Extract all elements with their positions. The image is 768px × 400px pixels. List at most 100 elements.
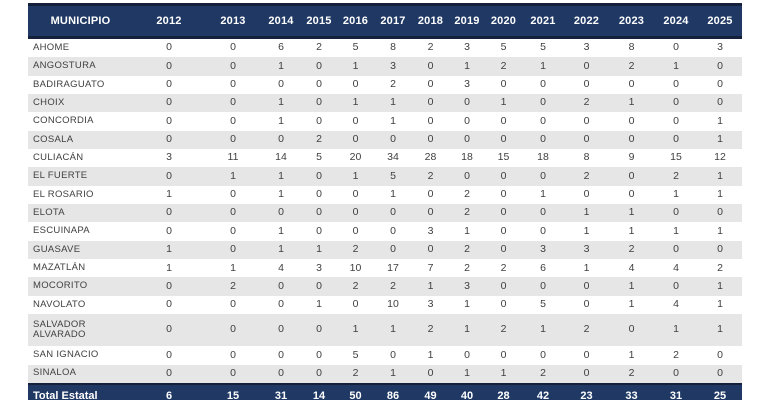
value-cell: 0: [628, 323, 635, 336]
value-cell: 3: [427, 298, 434, 311]
table-row: EL ROSARIO 1 0 1 0 0 1 0 2 0 1 0 0 1 1: [28, 186, 742, 204]
value-cell: 0: [316, 78, 322, 91]
value-cell: 0: [673, 41, 679, 54]
value-cell: 0: [230, 298, 236, 311]
total-value-cell: 33: [609, 382, 654, 400]
year-column-header: 2016: [337, 3, 374, 39]
value-cell: 0: [316, 59, 322, 72]
value-cell: 5: [540, 41, 546, 54]
value-cell: 3: [464, 41, 470, 54]
value-cell: 0: [230, 41, 236, 54]
value-cell: 0: [673, 366, 679, 379]
total-value-cell: 23: [564, 382, 609, 400]
value-cell: 8: [390, 41, 396, 54]
value-cell: 1: [464, 59, 470, 72]
municipality-name: SAN IGNACIO: [33, 349, 99, 361]
value-cell: 1: [352, 59, 359, 72]
value-cell: 0: [540, 279, 546, 292]
value-cell: 0: [166, 206, 172, 219]
value-cell: 1: [673, 224, 679, 237]
value-cell: 1: [628, 348, 635, 361]
value-cell: 0: [352, 133, 359, 146]
value-cell: 2: [540, 366, 546, 379]
value-cell: 0: [717, 96, 723, 109]
value-cell: 5: [316, 151, 322, 164]
value-cell: 0: [230, 78, 236, 91]
table-row: SALVADOR ALVARADO 0 0 0 0 1 1 2 1 2 1 2 0 1 1: [28, 314, 742, 347]
value-cell: 1: [583, 224, 590, 237]
value-cell: 3: [464, 78, 470, 91]
value-cell: 14: [275, 151, 287, 164]
value-cell: 0: [390, 243, 396, 256]
value-cell: 0: [316, 114, 322, 127]
value-cell: 2: [464, 188, 470, 201]
total-value-cell: 86: [374, 382, 412, 400]
table-row: CHOIX 0 0 1 0 1 1 0 0 1 0 2 1 0 0: [28, 94, 742, 113]
value-cell: 2: [583, 96, 590, 109]
municipality-name: CULIACÁN: [33, 152, 84, 164]
table-row: SINALOA 0 0 0 0 2 1 0 1 1 2 0 2 0 0: [28, 364, 742, 384]
value-cell: 0: [166, 41, 172, 54]
municipality-name: GUASAVE: [33, 243, 81, 255]
value-cell: 4: [673, 261, 679, 274]
value-cell: 0: [427, 366, 434, 379]
value-cell: 1: [166, 188, 172, 201]
total-value-cell: 31: [261, 382, 301, 400]
value-cell: 1: [717, 133, 723, 146]
value-cell: 0: [427, 188, 434, 201]
value-cell: 1: [673, 59, 679, 72]
total-value-cell: 15: [205, 382, 261, 400]
value-cell: 0: [540, 206, 546, 219]
value-cell: 0: [230, 366, 236, 379]
value-cell: 0: [464, 114, 470, 127]
value-cell: 0: [278, 323, 284, 336]
municipality-name: SALVADOR ALVARADO: [33, 318, 86, 341]
value-cell: 0: [583, 366, 590, 379]
value-cell: 2: [500, 323, 507, 336]
year-column-header: 2013: [205, 3, 261, 39]
value-cell: 0: [717, 348, 723, 361]
value-cell: 0: [166, 323, 172, 336]
value-cell: 3: [316, 261, 322, 274]
value-cell: 0: [427, 133, 434, 146]
value-cell: 2: [673, 348, 679, 361]
value-cell: 0: [540, 348, 546, 361]
value-cell: 1: [278, 224, 284, 237]
total-value-cell: 42: [522, 382, 564, 400]
value-cell: 3: [166, 151, 172, 164]
table-row: SAN IGNACIO 0 0 0 0 5 0 1 0 0 0 0 1 2 0: [28, 346, 742, 364]
table-row: ESCUINAPA 0 0 1 0 0 0 3 1 0 0 1 1 1 1: [28, 222, 742, 240]
value-cell: 1: [540, 59, 546, 72]
value-cell: 1: [230, 261, 236, 274]
year-column-header: 2020: [485, 3, 522, 39]
value-cell: 0: [540, 96, 546, 109]
value-cell: 1: [352, 323, 359, 336]
value-cell: 0: [352, 298, 359, 311]
value-cell: 1: [464, 366, 470, 379]
value-cell: 2: [230, 279, 236, 292]
value-cell: 2: [316, 133, 322, 146]
value-cell: 2: [717, 261, 723, 274]
value-cell: 1: [500, 366, 507, 379]
value-cell: 0: [464, 133, 470, 146]
value-cell: 3: [540, 243, 546, 256]
value-cell: 1: [352, 169, 359, 182]
value-cell: 0: [427, 206, 434, 219]
year-column-header: 2019: [449, 3, 485, 39]
municipality-name: EL ROSARIO: [33, 188, 94, 200]
value-cell: 0: [166, 59, 172, 72]
value-cell: 2: [390, 279, 396, 292]
value-cell: 2: [500, 59, 507, 72]
value-cell: 3: [583, 243, 590, 256]
year-column-header: 2015: [301, 3, 337, 39]
value-cell: 1: [316, 243, 322, 256]
value-cell: 0: [230, 96, 236, 109]
value-cell: 15: [670, 151, 682, 164]
value-cell: 18: [537, 151, 549, 164]
value-cell: 0: [500, 279, 507, 292]
value-cell: 0: [500, 348, 507, 361]
value-cell: 0: [427, 243, 434, 256]
year-column-header: 2017: [374, 3, 412, 39]
value-cell: 0: [166, 78, 172, 91]
value-cell: 1: [278, 188, 284, 201]
